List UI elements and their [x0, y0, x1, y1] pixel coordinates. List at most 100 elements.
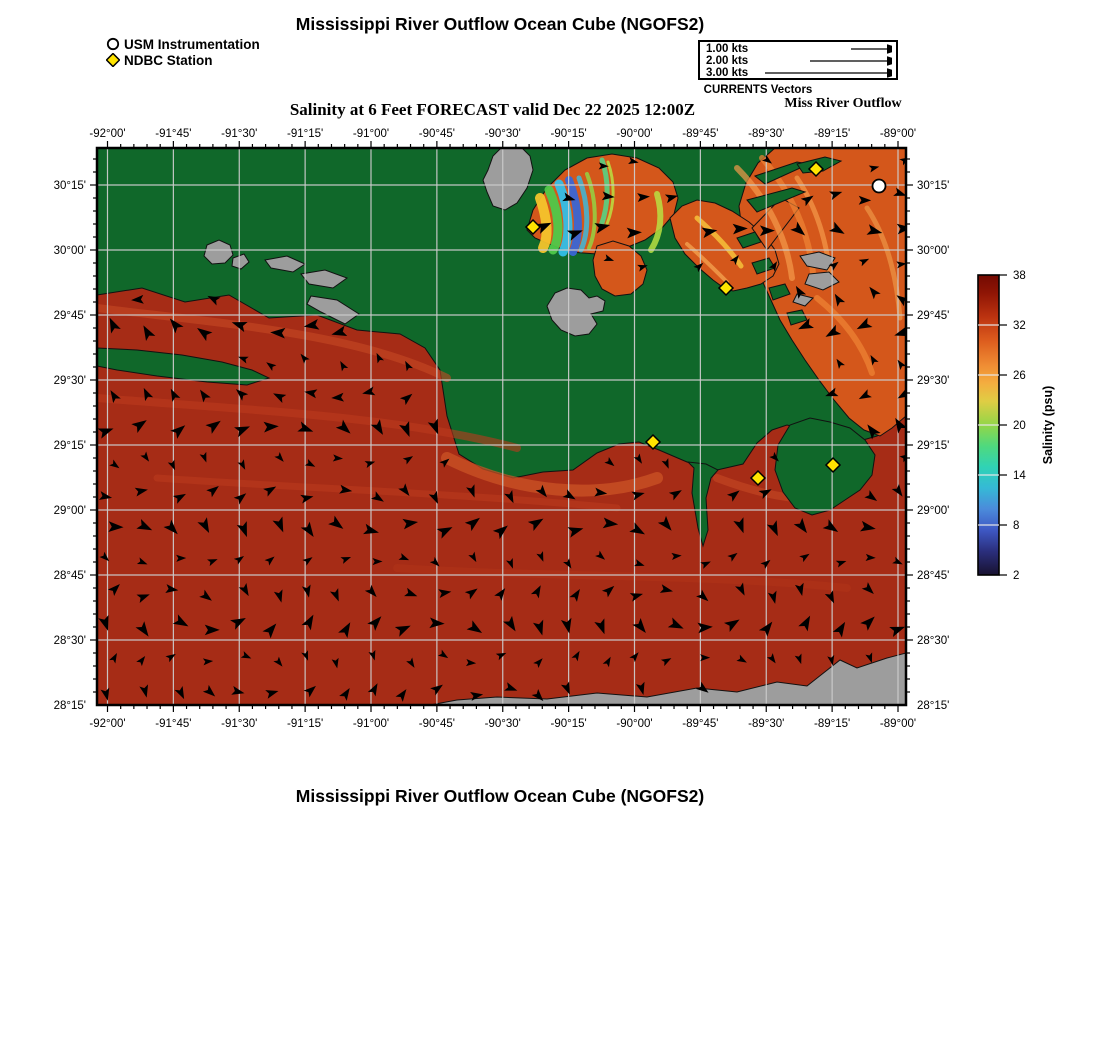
- current-arrow: [136, 518, 153, 531]
- marsh-speck4: [786, 309, 808, 326]
- current-arrow: [331, 657, 339, 669]
- current-arrow: [206, 485, 219, 498]
- current-arrow: [197, 328, 213, 342]
- current-arrow: [199, 451, 207, 463]
- current-arrow: [598, 162, 609, 170]
- current-arrow: [301, 650, 309, 661]
- marsh-birdfoot: [686, 461, 719, 548]
- current-arrow: [202, 684, 216, 697]
- vector-key-label: 3.00 kts: [706, 67, 749, 79]
- current-arrow: [174, 685, 185, 700]
- vector-key-arrowhead: [886, 56, 892, 66]
- current-arrow: [829, 191, 843, 200]
- current-arrow: [464, 588, 478, 600]
- current-arrow: [264, 556, 275, 566]
- gray-land-g5c: [792, 293, 814, 307]
- salinity-streak: [393, 564, 851, 592]
- marsh-biloxi: [774, 417, 876, 516]
- x-axis-label-bottom: -91°15': [287, 718, 323, 730]
- salinity-streak: [864, 205, 903, 321]
- current-arrow: [769, 451, 779, 462]
- current-arrow: [300, 521, 314, 538]
- y-axis-label-left: 29°00': [54, 505, 86, 517]
- current-arrow: [858, 195, 872, 205]
- current-arrow: [626, 227, 642, 239]
- x-axis-label-top: -90°45': [419, 128, 455, 140]
- current-arrow: [896, 223, 906, 235]
- current-arrow: [234, 426, 250, 438]
- salinity-streak: [734, 165, 795, 281]
- current-arrow: [405, 360, 414, 372]
- current-arrow: [766, 520, 778, 537]
- x-axis-label-bottom: -90°45': [419, 718, 455, 730]
- current-arrow: [199, 589, 212, 601]
- y-axis-label-right: 30°15': [917, 180, 949, 192]
- current-arrow: [465, 659, 477, 667]
- current-arrow: [870, 355, 879, 366]
- salinity-streak: [544, 185, 563, 255]
- current-arrow: [172, 614, 189, 627]
- current-arrow: [897, 388, 906, 399]
- current-arrow: [399, 393, 413, 406]
- current-arrow: [339, 484, 353, 494]
- current-arrow: [531, 688, 544, 702]
- current-arrow: [637, 193, 650, 202]
- vector-key-row: 1.00 kts: [706, 43, 892, 55]
- current-arrow: [603, 254, 615, 261]
- gray-land-g3b: [300, 269, 349, 289]
- y-axis-label-left: 28°45': [54, 570, 86, 582]
- current-arrow: [798, 318, 814, 330]
- x-axis-label-bottom: -90°30': [485, 718, 521, 730]
- usm-legend-row: USM Instrumentation: [106, 36, 260, 52]
- current-arrow: [238, 583, 249, 597]
- x-axis-label-bottom: -90°15': [551, 718, 587, 730]
- current-arrow: [332, 454, 344, 462]
- station-legend: USM Instrumentation NDBC Station: [106, 36, 260, 68]
- current-arrow: [868, 165, 880, 173]
- current-arrow: [140, 451, 150, 462]
- ndbc-legend-label: NDBC Station: [124, 52, 213, 68]
- current-arrow: [238, 356, 249, 364]
- current-arrow: [733, 517, 744, 534]
- current-arrow: [172, 493, 186, 504]
- current-arrow: [110, 390, 121, 404]
- current-arrow: [263, 486, 277, 497]
- current-arrow: [860, 616, 875, 631]
- x-axis-label-top: -90°00': [616, 128, 652, 140]
- current-arrow: [364, 461, 376, 468]
- current-arrow: [331, 392, 345, 402]
- current-arrow: [530, 585, 541, 599]
- ndbc-station-marker: [717, 279, 735, 297]
- current-arrow: [766, 653, 776, 664]
- y-axis-label-right: 28°15': [917, 700, 949, 712]
- current-arrow: [697, 622, 713, 634]
- current-arrow: [535, 222, 552, 234]
- current-arrow: [470, 692, 484, 701]
- current-arrow: [832, 621, 846, 638]
- gray-land-g2a: [203, 239, 234, 265]
- colorbar-tick-label: 20: [1013, 420, 1026, 432]
- current-arrow: [394, 625, 411, 637]
- current-arrow: [827, 654, 835, 666]
- current-arrow: [363, 523, 379, 535]
- salinity-streak: [648, 191, 664, 253]
- current-arrow: [664, 194, 679, 204]
- x-axis-label-bottom: -89°15': [814, 718, 850, 730]
- current-arrow: [569, 588, 580, 602]
- vector-key-label: 2.00 kts: [706, 55, 749, 67]
- usm-legend-label: USM Instrumentation: [124, 36, 260, 52]
- current-arrow: [896, 261, 906, 269]
- current-arrow: [176, 554, 187, 562]
- current-arrow: [273, 589, 283, 603]
- y-axis-label-right: 29°00': [917, 505, 949, 517]
- current-arrow: [303, 685, 316, 698]
- colorbar-tick-label: 38: [1013, 270, 1026, 282]
- current-arrow: [506, 557, 513, 569]
- current-arrow: [329, 588, 339, 602]
- current-arrow: [825, 387, 839, 397]
- current-arrow: [897, 359, 906, 371]
- x-axis-label-top: -91°30': [221, 128, 257, 140]
- current-arrow: [273, 656, 283, 667]
- current-arrow: [272, 516, 284, 533]
- figure-title-top: Mississippi River Outflow Ocean Cube (NG…: [295, 14, 705, 34]
